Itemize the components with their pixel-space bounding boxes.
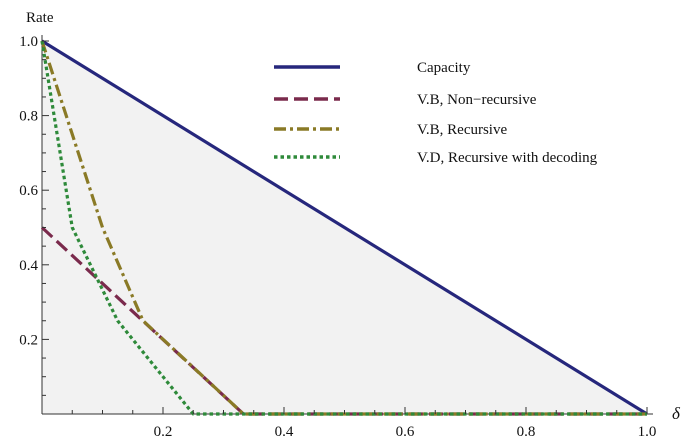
x-tick-label: 0.6 xyxy=(396,424,415,439)
series-line-1 xyxy=(41,39,648,416)
legend-label-3: V.B, Recursive xyxy=(417,122,507,138)
x-tick-label: 1.0 xyxy=(638,424,657,439)
y-tick-label: 0.6 xyxy=(19,183,38,199)
legend-label-4: V.D, Recursive with decoding xyxy=(417,150,598,166)
legend-label-2: V.B, Non−recursive xyxy=(417,92,537,108)
legend-label-1: Capacity xyxy=(417,60,471,76)
series-line-3 xyxy=(40,40,647,416)
series-line-2 xyxy=(40,226,647,416)
series-line-4 xyxy=(40,40,647,416)
y-tick-label: 0.4 xyxy=(19,258,38,274)
y-tick-label: 1.0 xyxy=(19,34,38,50)
x-tick-label: 0.8 xyxy=(517,424,536,439)
y-tick-label: 0.8 xyxy=(19,109,38,125)
x-axis-label: δ xyxy=(672,404,681,423)
x-tick-label: 0.4 xyxy=(275,424,294,439)
y-tick-label: 0.2 xyxy=(19,332,38,348)
y-axis-label: Rate xyxy=(26,10,54,26)
x-tick-label: 0.2 xyxy=(154,424,173,439)
